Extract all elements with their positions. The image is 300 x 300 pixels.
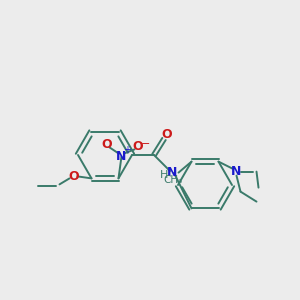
Text: H: H: [160, 170, 168, 180]
Text: CH₃: CH₃: [164, 175, 183, 184]
Text: O: O: [162, 128, 172, 142]
Text: −: −: [141, 140, 150, 149]
Text: +: +: [124, 146, 131, 155]
Text: N: N: [116, 150, 127, 163]
Text: N: N: [231, 165, 242, 178]
Text: O: O: [101, 138, 112, 151]
Text: N: N: [167, 167, 177, 179]
Text: O: O: [132, 140, 143, 153]
Text: O: O: [68, 170, 79, 183]
